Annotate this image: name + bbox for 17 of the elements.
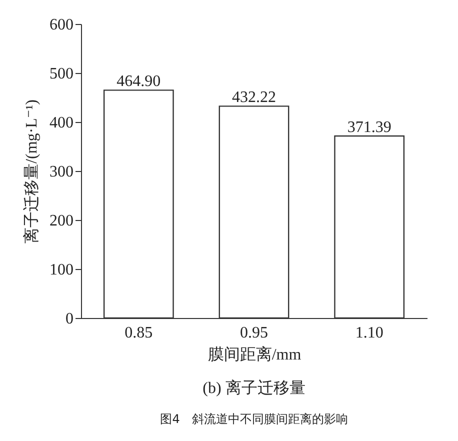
y-axis-title: 离子迁移量/(mg·L⁻¹) — [22, 100, 40, 244]
y-tick-label: 0 — [66, 310, 74, 328]
x-tick-label: 0.85 — [124, 324, 153, 342]
x-axis-title: 膜间距离/mm — [208, 346, 302, 364]
y-tick-label: 300 — [50, 164, 74, 180]
y-tick-label: 100 — [50, 262, 74, 278]
x-tick-label: 1.10 — [355, 324, 384, 342]
caption: 图4 斜流道中不同膜间距离的影响 — [160, 412, 348, 426]
data-label: 432.22 — [232, 89, 276, 106]
x-tick-label: 0.95 — [240, 324, 268, 342]
data-label: 371.39 — [347, 119, 392, 136]
y-tick-label: 600 — [50, 16, 74, 34]
y-tick-label: 200 — [50, 212, 74, 230]
text: (b) 离子迁移量 — [202, 379, 306, 397]
y-tick-label: 500 — [50, 66, 74, 82]
data-label: 464.90 — [116, 73, 161, 90]
y-tick-label: 400 — [50, 114, 74, 132]
